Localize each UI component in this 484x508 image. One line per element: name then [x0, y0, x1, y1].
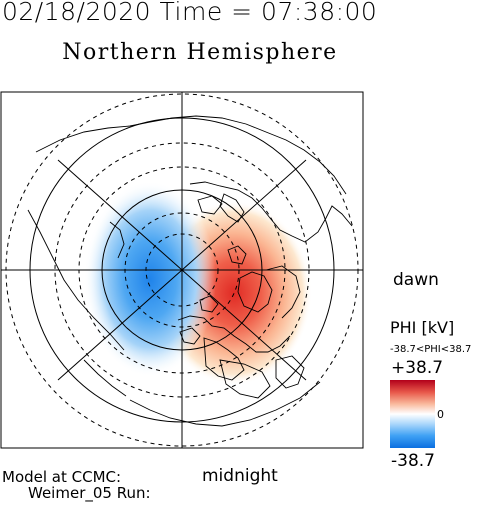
- time-header: 02/18/2020 Time = 07:38:00: [2, 0, 378, 26]
- colorbar-range: -38.7<PHI<38.7: [390, 344, 472, 355]
- coastlines: [27, 115, 353, 427]
- dawn-label: dawn: [393, 270, 439, 290]
- model-label: Model at CCMC:: [2, 468, 122, 486]
- colorbar-max-label: +38.7: [391, 358, 444, 378]
- colorbar-title: PHI [kV]: [390, 318, 455, 337]
- meridians: [1, 92, 363, 448]
- negative-potential-cell: [84, 181, 216, 377]
- colorbar: [390, 380, 435, 448]
- midnight-label: midnight: [202, 466, 278, 486]
- run-label: Weimer_05 Run:: [28, 484, 151, 502]
- colorbar-min-label: -38.7: [391, 451, 435, 471]
- polar-map: [0, 91, 364, 449]
- hemisphere-title: Northern Hemisphere: [62, 40, 338, 65]
- colorbar-zero-tick: 0: [437, 408, 444, 421]
